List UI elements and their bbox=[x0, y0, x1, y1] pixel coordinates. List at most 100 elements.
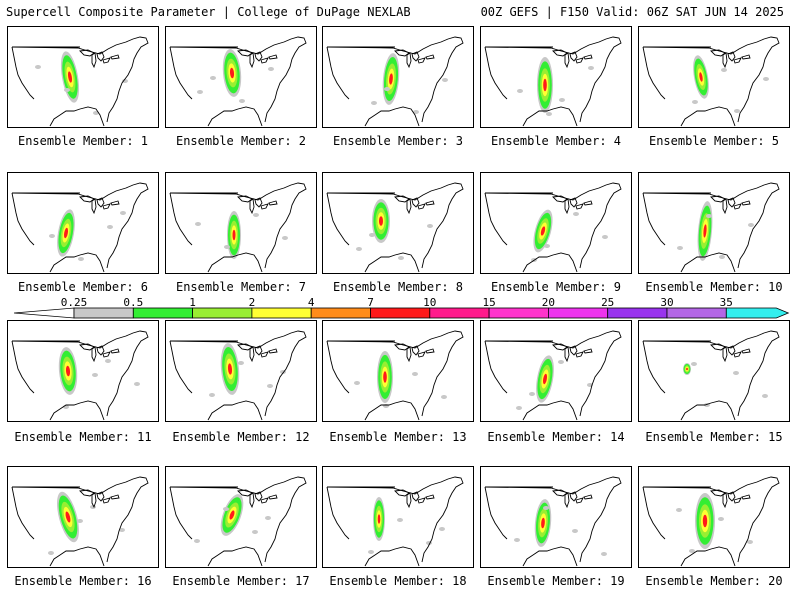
west-coastline bbox=[642, 192, 666, 246]
great-lake bbox=[733, 497, 742, 504]
west-coastline bbox=[11, 46, 35, 100]
scp-speckle bbox=[398, 256, 404, 260]
border-outline bbox=[326, 36, 464, 127]
great-lake bbox=[417, 351, 426, 358]
west-coastline bbox=[484, 46, 508, 100]
great-lake bbox=[91, 346, 97, 363]
ensemble-member-label: Ensemble Member: 6 bbox=[17, 280, 149, 294]
great-lake bbox=[722, 198, 728, 215]
ensemble-map-panel bbox=[638, 466, 790, 568]
us-map bbox=[642, 182, 780, 273]
great-lake bbox=[564, 52, 570, 69]
scp-speckle bbox=[92, 373, 98, 377]
border-outline bbox=[169, 182, 307, 273]
border-outline bbox=[326, 476, 464, 567]
great-lake bbox=[268, 494, 278, 500]
great-lake bbox=[564, 198, 570, 215]
scp-speckle bbox=[588, 66, 594, 70]
scp-speckle bbox=[105, 359, 111, 363]
west-coastline bbox=[169, 486, 193, 540]
ensemble-member-label: Ensemble Member: 8 bbox=[332, 280, 464, 294]
us-map bbox=[642, 476, 780, 567]
scp-speckle bbox=[572, 529, 578, 533]
great-lake bbox=[733, 351, 742, 358]
scp-speckle bbox=[442, 78, 448, 82]
great-lake bbox=[575, 497, 584, 504]
us-map bbox=[484, 330, 622, 421]
great-lake bbox=[102, 497, 111, 504]
west-coastline bbox=[11, 340, 35, 394]
great-lake bbox=[249, 52, 255, 69]
us-map bbox=[11, 36, 149, 127]
border-outline bbox=[326, 182, 464, 273]
great-lake bbox=[254, 51, 263, 62]
great-lake bbox=[569, 51, 578, 62]
scp-speckle bbox=[268, 67, 274, 71]
west-coastline bbox=[484, 486, 508, 540]
scp-speckle bbox=[356, 247, 362, 251]
great-lake bbox=[96, 491, 105, 502]
scp-speckle bbox=[239, 99, 245, 103]
great-lake bbox=[741, 348, 751, 354]
scp-speckle bbox=[253, 213, 259, 217]
ensemble-map-panel bbox=[7, 466, 159, 568]
scp-speckle bbox=[122, 79, 128, 83]
scp-speckle bbox=[397, 518, 403, 522]
colorbar-segment bbox=[251, 307, 312, 319]
great-lake bbox=[722, 52, 728, 69]
ensemble-map-panel bbox=[7, 320, 159, 422]
scp-speckle bbox=[601, 552, 607, 556]
us-map bbox=[11, 182, 149, 273]
ensemble-member-label: Ensemble Member: 11 bbox=[14, 430, 152, 444]
scp-speckle bbox=[747, 540, 753, 544]
ensemble-member-label: Ensemble Member: 9 bbox=[490, 280, 622, 294]
west-coastline bbox=[11, 192, 35, 246]
great-lake bbox=[564, 346, 570, 363]
scp-speckle bbox=[209, 393, 215, 397]
ensemble-map-panel bbox=[480, 26, 632, 128]
us-map bbox=[169, 36, 307, 127]
great-lake bbox=[110, 494, 120, 500]
colorbar-segment bbox=[310, 307, 371, 319]
ensemble-member-label: Ensemble Member: 4 bbox=[490, 134, 622, 148]
ensemble-map-panel bbox=[165, 320, 317, 422]
scp-contour bbox=[540, 226, 546, 236]
us-map bbox=[642, 36, 780, 127]
border-outline bbox=[169, 476, 307, 567]
ensemble-member-label: Ensemble Member: 5 bbox=[648, 134, 780, 148]
us-map bbox=[11, 330, 149, 421]
scp-contour bbox=[377, 514, 381, 524]
colorbar-tick-label: 7 bbox=[367, 296, 374, 309]
border-outline bbox=[169, 330, 307, 421]
colorbar-svg: 0.25 0.5 1 2 4 7 10 15 20 25 30 35 bbox=[14, 296, 790, 319]
scp-speckle bbox=[706, 214, 712, 218]
scp-speckle bbox=[516, 406, 522, 410]
colorbar-min-arrow bbox=[14, 307, 75, 319]
scp-speckle bbox=[748, 223, 754, 227]
great-lake bbox=[417, 203, 426, 210]
ensemble-map-panel bbox=[7, 172, 159, 274]
scp-speckle bbox=[49, 234, 55, 238]
scp-speckle bbox=[546, 112, 552, 116]
ensemble-map-panel bbox=[165, 26, 317, 128]
scp-speckle bbox=[119, 528, 125, 532]
scp-contour bbox=[389, 73, 393, 85]
scp-contour bbox=[686, 367, 688, 371]
great-lake bbox=[406, 52, 412, 69]
colorbar-tick-label: 20 bbox=[542, 296, 555, 309]
border-outline bbox=[642, 182, 780, 273]
us-map bbox=[484, 36, 622, 127]
scp-speckle bbox=[78, 257, 84, 261]
ensemble-map-panel bbox=[638, 26, 790, 128]
west-coastline bbox=[169, 46, 193, 100]
ensemble-map-panel bbox=[322, 172, 474, 274]
scp-speckle bbox=[719, 255, 725, 259]
great-lake bbox=[254, 491, 263, 502]
ensemble-member-label: Ensemble Member: 13 bbox=[329, 430, 467, 444]
great-lake bbox=[417, 497, 426, 504]
great-lake bbox=[254, 197, 263, 208]
scp-contour bbox=[65, 511, 71, 523]
scp-speckle bbox=[194, 539, 200, 543]
ensemble-map-panel bbox=[480, 172, 632, 274]
scp-speckle bbox=[529, 392, 535, 396]
